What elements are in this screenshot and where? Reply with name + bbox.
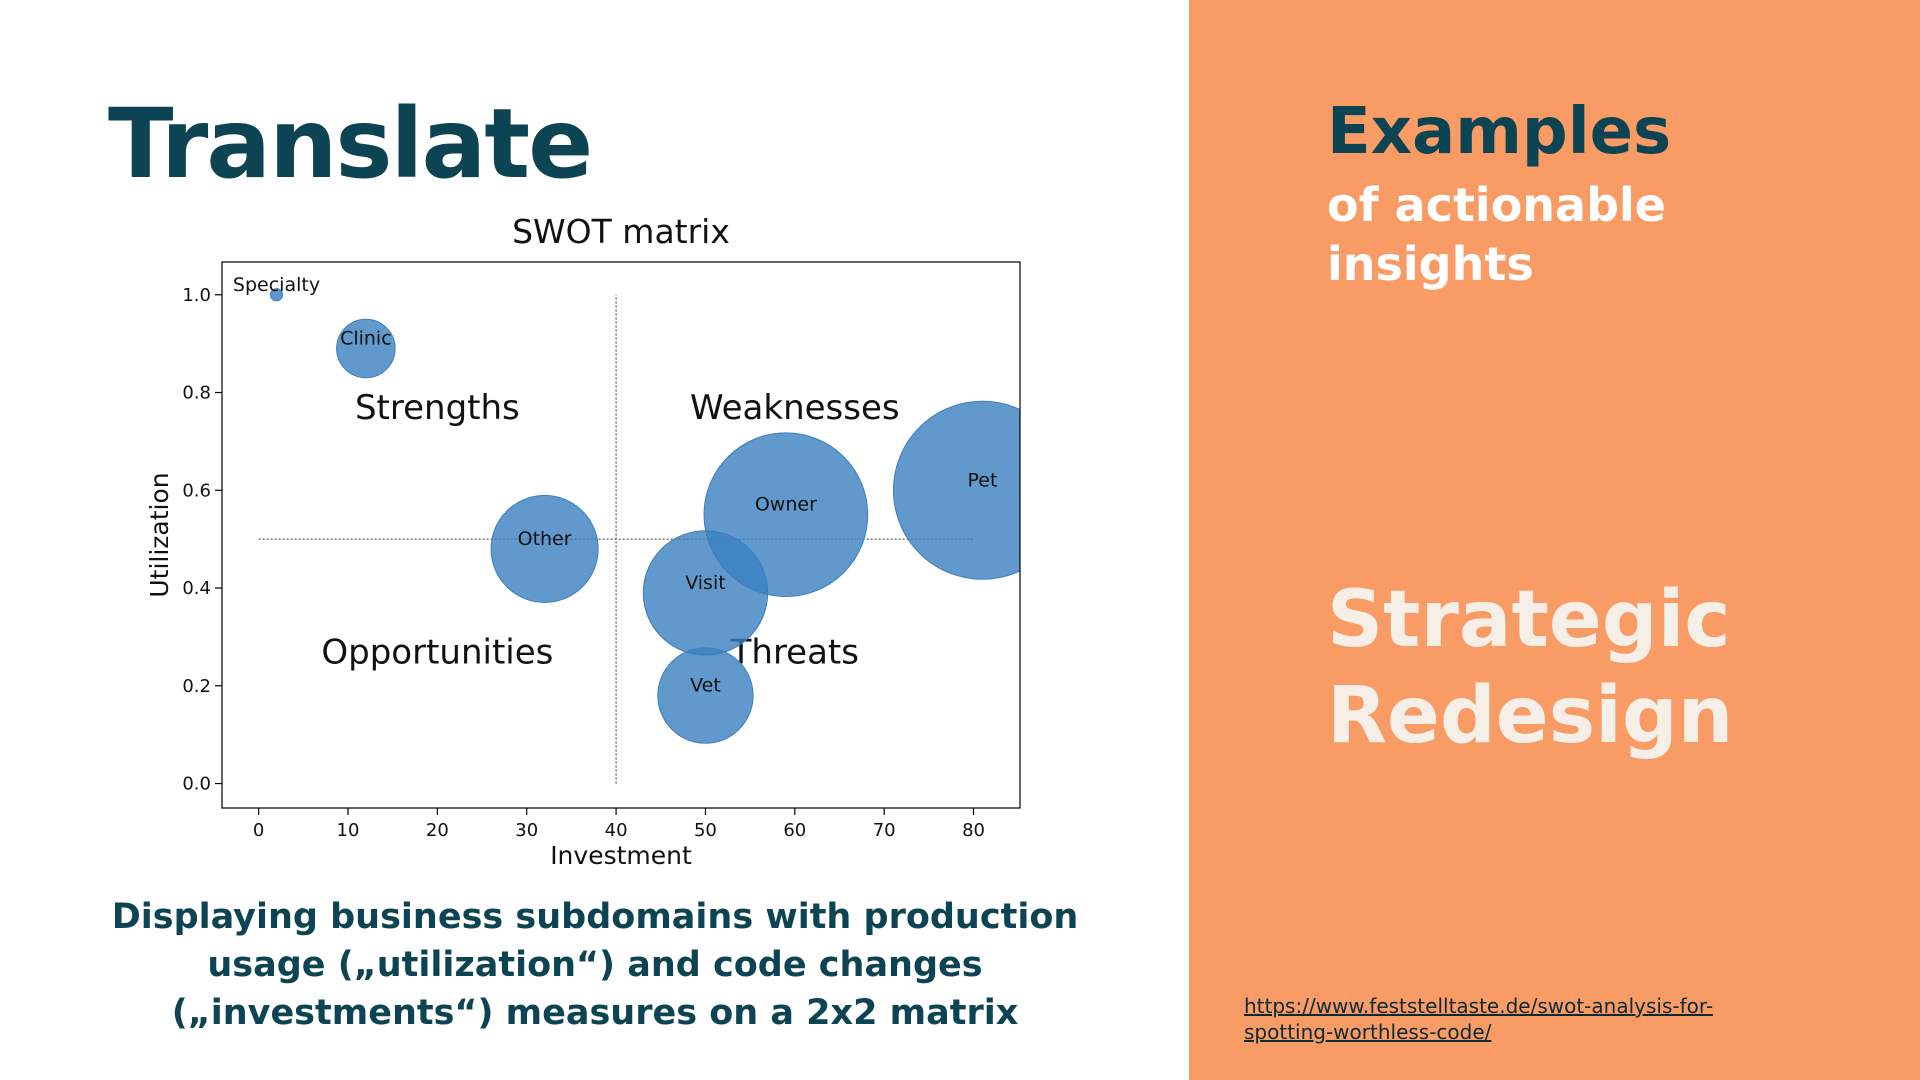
bubble [336,318,396,379]
x-tick-label: 70 [873,820,896,841]
x-tick-label: 0 [253,820,264,841]
quadrant-label: Strengths [355,388,520,428]
x-tick-label: 10 [337,820,360,841]
caption: Displaying business subdomains with prod… [111,897,1079,1033]
bubble-label: Specialty [233,274,320,296]
source-link[interactable]: https://www.feststelltaste.de/swot-analy… [1244,994,1714,1044]
bubble [892,400,1020,580]
x-tick-label: 20 [426,820,449,841]
y-tick-label: 0.8 [182,383,211,404]
y-tick-label: 0.0 [182,774,211,795]
bubble [269,288,284,302]
bubble-label: Visit [685,572,726,594]
sidebar-heading: Examples [1327,95,1672,169]
chart: SWOT matrix Investment Utilization 0 10 20… [145,212,1021,870]
x-tick-label: 60 [783,820,806,841]
plot-frame [221,261,1021,809]
x-tick-label: 50 [694,820,717,841]
quadrant-label: Threats [730,633,859,673]
y-tick-label: 0.6 [182,480,211,501]
bubble [657,647,754,744]
y-tick-label: 0.2 [182,676,211,697]
sidebar-subheading: of actionable insights [1327,178,1666,291]
x-tick-label: 30 [515,820,538,841]
bubble [703,432,869,598]
bubble-label: Other [518,528,572,550]
slide-title: Translate [108,88,593,200]
x-axis-label: Investment [550,841,692,870]
bubble-label: Vet [690,675,721,697]
bubble-label: Pet [968,469,998,491]
sidebar-highlight: Strategic Redesign [1327,575,1734,761]
x-tick-label: 40 [605,820,628,841]
y-tick-label: 1.0 [182,285,211,306]
bubble [490,494,599,603]
quadrant-label: Opportunities [321,633,553,673]
sidebar: Examples of actionable insights Strategi… [1189,0,1920,1080]
chart-title: SWOT matrix [512,212,730,251]
bubble-label: Clinic [340,328,392,350]
x-tick-label: 80 [962,820,985,841]
y-axis-label: Utilization [145,472,174,597]
quadrant-label: Weaknesses [690,388,900,428]
y-tick-label: 0.4 [182,578,211,599]
bubble-label: Owner [755,494,817,516]
